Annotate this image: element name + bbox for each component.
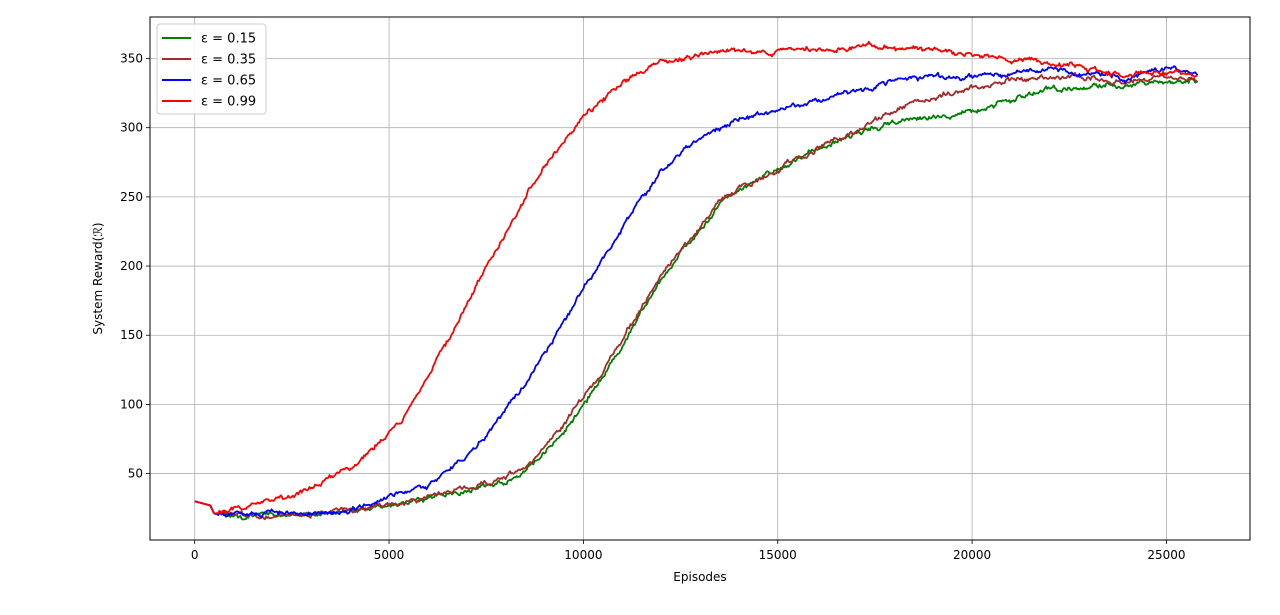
x-tick-label: 0 xyxy=(191,548,199,562)
x-tick-label: 25000 xyxy=(1147,548,1185,562)
y-tick-label: 200 xyxy=(120,259,143,273)
legend-entry: ε = 0.99 xyxy=(201,95,256,110)
x-tick-label: 20000 xyxy=(953,548,991,562)
plot-area xyxy=(149,16,1251,541)
y-tick-label: 300 xyxy=(120,121,143,135)
x-tick-label: 15000 xyxy=(759,548,797,562)
legend-entry: ε = 0.15 xyxy=(201,32,256,47)
series-lines xyxy=(194,40,1199,521)
y-tick-label: 250 xyxy=(120,190,143,204)
y-tick-label: 150 xyxy=(120,328,143,342)
y-axis-label: System Reward(ℛ) xyxy=(91,222,105,334)
axis-ticks: 0 5000 10000 15000 20000 25000 50 100 150 200 250 3… xyxy=(120,52,1185,562)
y-tick-label: 50 xyxy=(128,467,143,481)
x-tick-label: 5000 xyxy=(374,548,405,562)
y-tick-label: 350 xyxy=(120,52,143,66)
series-line xyxy=(194,71,1199,521)
grid xyxy=(150,17,1250,540)
series-line xyxy=(194,78,1198,521)
series-line xyxy=(194,65,1199,519)
legend-entry: ε = 0.35 xyxy=(201,53,256,68)
series-line xyxy=(194,40,1198,515)
y-tick-label: 100 xyxy=(120,397,143,411)
x-axis-label: Episodes xyxy=(673,570,726,584)
legend-entry: ε = 0.65 xyxy=(201,74,256,89)
legend-box xyxy=(156,23,267,115)
legend: ε = 0.15 ε = 0.35 ε = 0.65 ε = 0.99 xyxy=(156,23,267,115)
x-tick-label: 10000 xyxy=(564,548,602,562)
